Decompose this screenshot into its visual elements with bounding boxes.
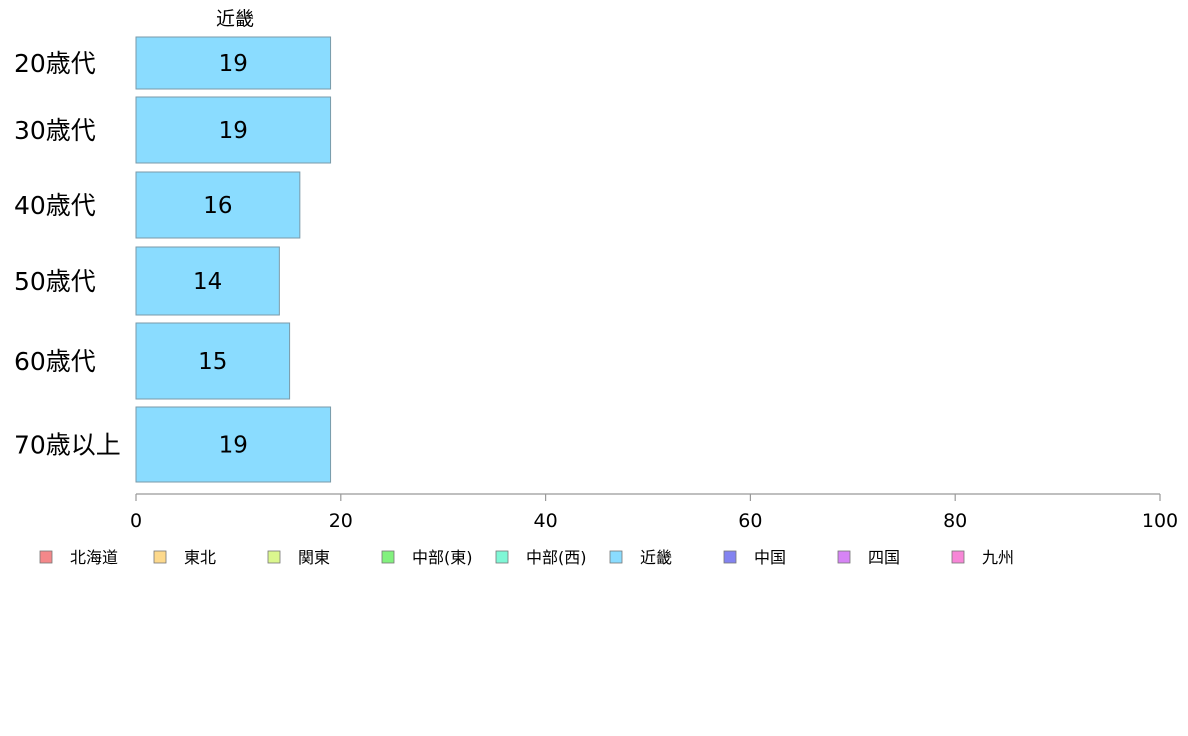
bar bbox=[135, 246, 280, 316]
legend-swatch bbox=[495, 550, 509, 564]
x-tick-label: 80 bbox=[943, 510, 967, 532]
category-label: 70歳以上 bbox=[14, 431, 121, 460]
category-label: 30歳代 bbox=[14, 116, 96, 145]
legend-label: 中国 bbox=[754, 548, 786, 567]
legend-swatch bbox=[609, 550, 623, 564]
bar bbox=[135, 322, 291, 400]
bars-group: 20歳代 19 30歳代 19 40歳代 16 50歳代 14 60歳代 15 70歳以上 19 bbox=[14, 36, 332, 483]
x-tick-label: 60 bbox=[738, 510, 762, 532]
category-label: 20歳代 bbox=[14, 49, 96, 78]
legend-label: 近畿 bbox=[640, 548, 672, 567]
x-tick-label: 40 bbox=[534, 510, 558, 532]
legend-label: 九州 bbox=[982, 548, 1014, 567]
x-axis: 0 20 40 60 80 100 bbox=[130, 493, 1178, 532]
bar-value-label: 19 bbox=[219, 51, 248, 77]
legend-label: 四国 bbox=[868, 548, 900, 567]
legend: 北海道 東北 関東 中部(東) 中部(西) 近畿 中国 四国 九州 bbox=[39, 548, 1014, 567]
legend-label: 関東 bbox=[298, 548, 330, 567]
x-tick-label: 20 bbox=[329, 510, 353, 532]
bar-value-label: 16 bbox=[203, 193, 232, 219]
legend-label: 中部(西) bbox=[526, 548, 587, 567]
legend-swatch bbox=[837, 550, 851, 564]
legend-label: 中部(東) bbox=[412, 548, 473, 567]
legend-swatch bbox=[723, 550, 737, 564]
category-label: 50歳代 bbox=[14, 267, 96, 296]
legend-swatch bbox=[267, 550, 281, 564]
legend-label: 北海道 bbox=[70, 548, 118, 567]
x-tick-label: 0 bbox=[130, 510, 142, 532]
bar bbox=[135, 406, 332, 483]
series-header: 近畿 bbox=[216, 8, 254, 30]
bar bbox=[135, 36, 332, 90]
bar-value-label: 19 bbox=[219, 433, 248, 459]
legend-swatch bbox=[381, 550, 395, 564]
bar bbox=[135, 96, 332, 164]
bar bbox=[135, 171, 301, 239]
legend-swatch bbox=[39, 550, 53, 564]
bar-value-label: 15 bbox=[198, 349, 227, 375]
category-label: 40歳代 bbox=[14, 191, 96, 220]
legend-label: 東北 bbox=[184, 548, 216, 567]
legend-swatch bbox=[153, 550, 167, 564]
category-label: 60歳代 bbox=[14, 347, 96, 376]
bar-value-label: 19 bbox=[219, 118, 248, 144]
bar-value-label: 14 bbox=[193, 269, 222, 295]
x-tick-label: 100 bbox=[1142, 510, 1178, 532]
legend-swatch bbox=[951, 550, 965, 564]
